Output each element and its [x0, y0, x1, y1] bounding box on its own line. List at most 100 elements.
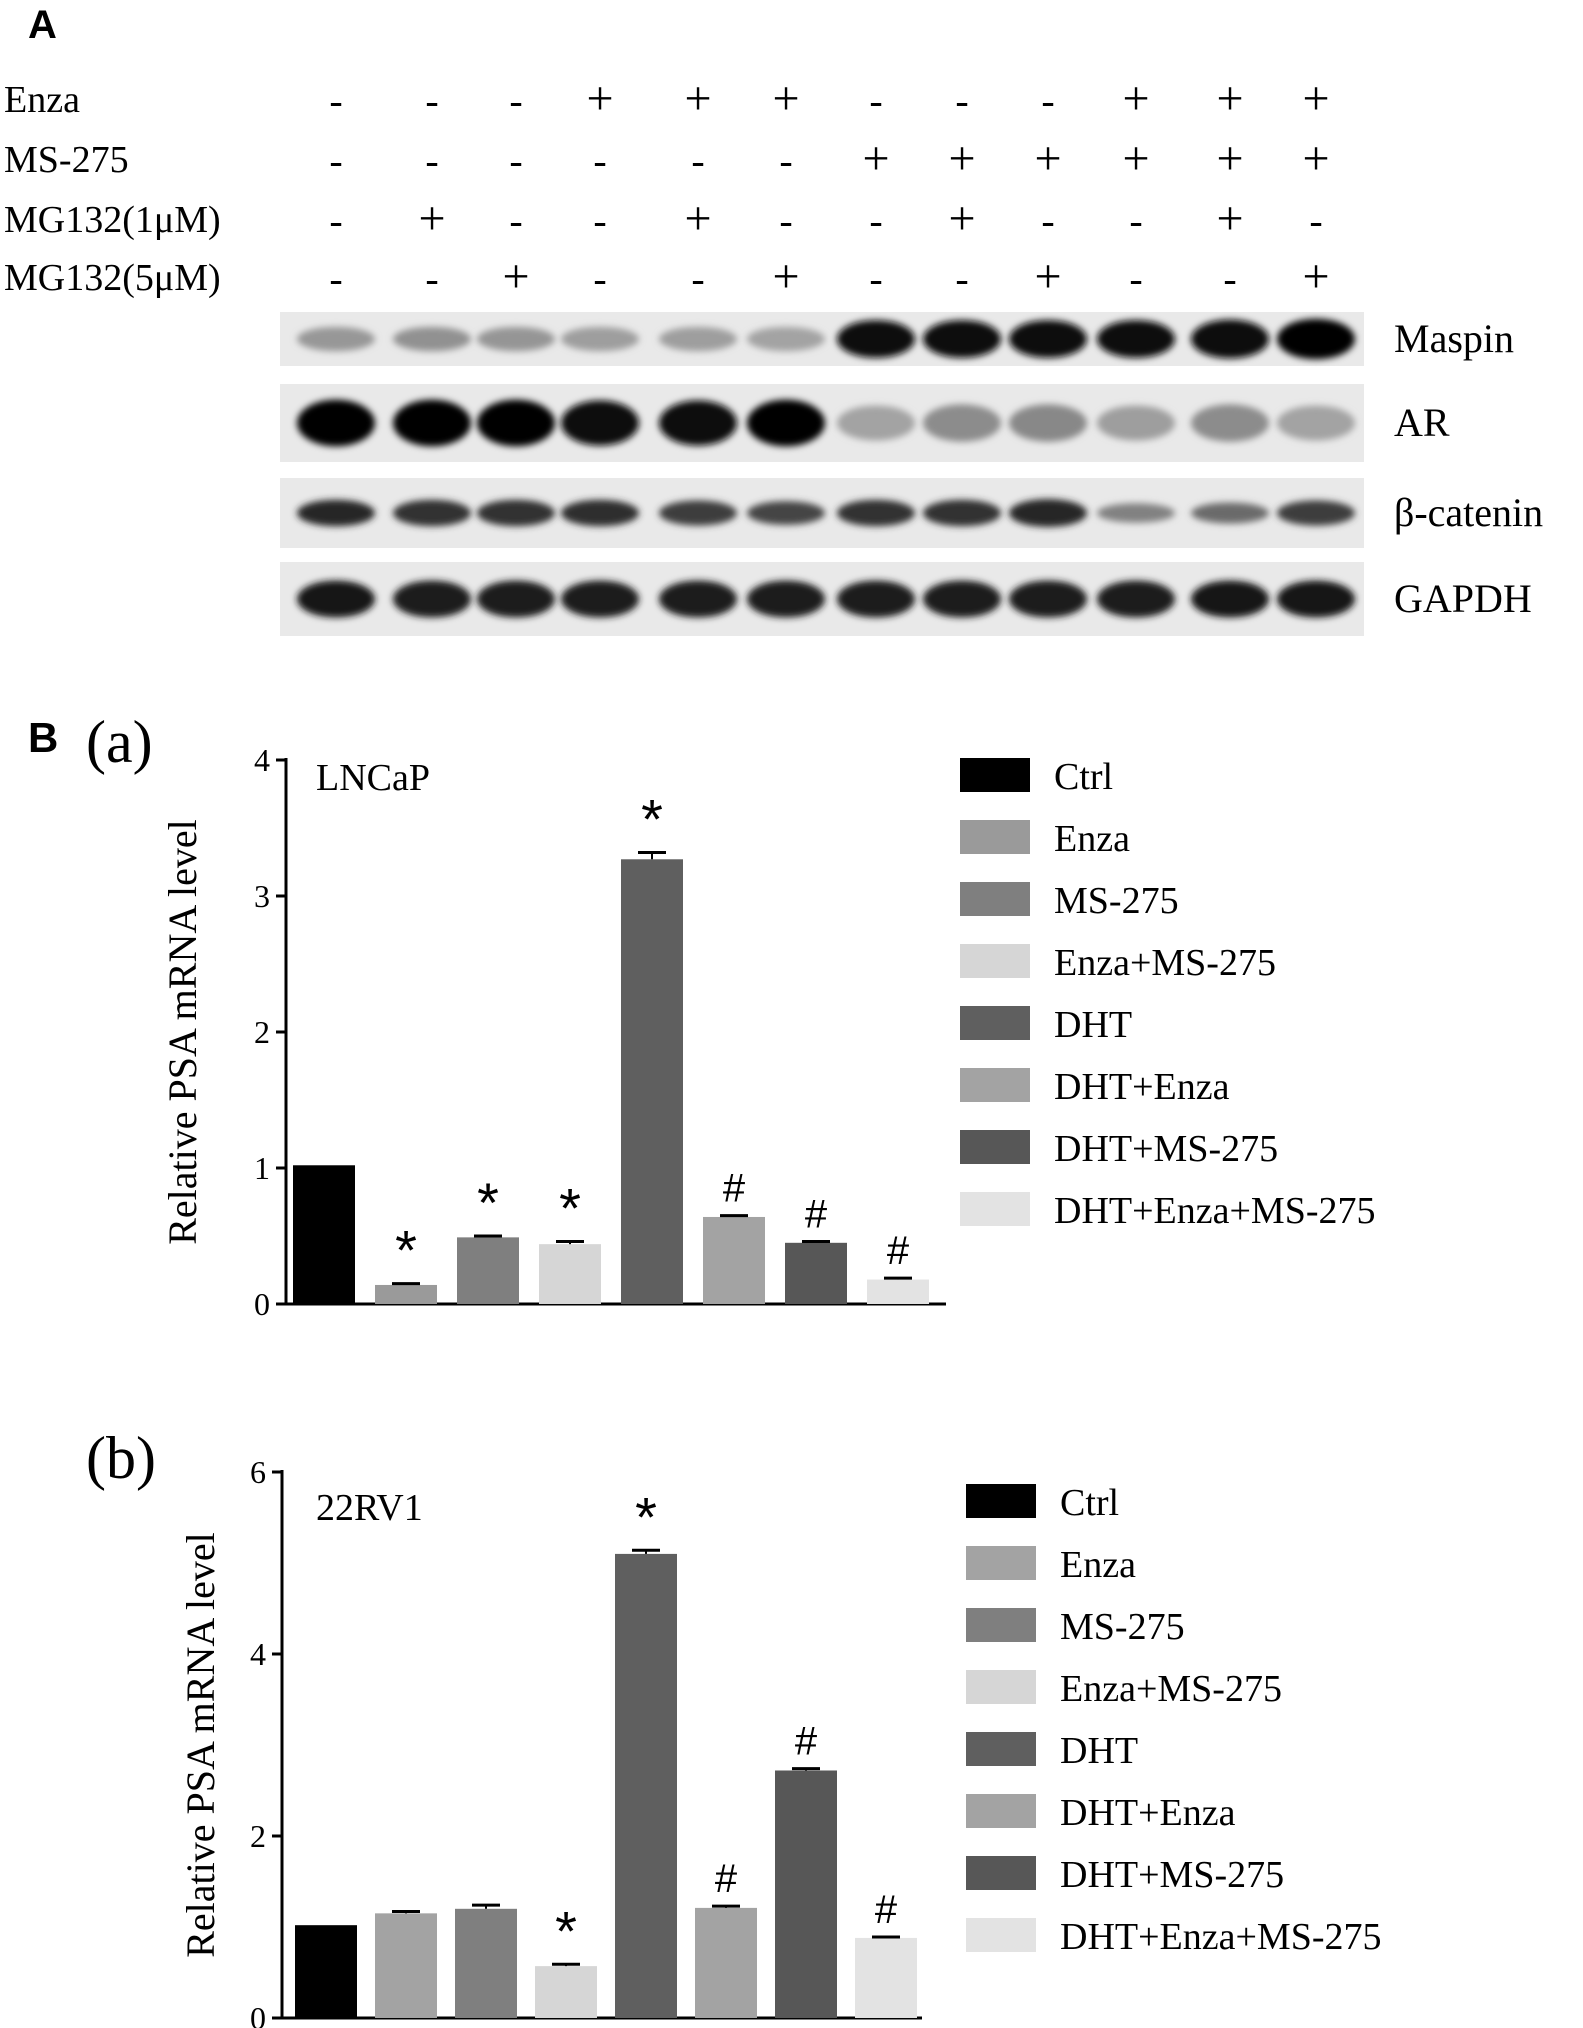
blot-band	[1277, 500, 1355, 526]
y-tick-label: 0	[254, 1286, 270, 1322]
blot-band	[1009, 499, 1087, 527]
treatment-plus-sign: +	[1122, 132, 1149, 185]
treatment-plus-sign: +	[948, 192, 975, 245]
bar-dht	[615, 1553, 677, 2018]
blot-label: Maspin	[1394, 316, 1514, 361]
treatment-plus-sign: +	[862, 132, 889, 185]
blot-band	[659, 400, 737, 446]
treatment-matrix: Enza - - - + + + - - - + + + MS-275 - - - - - - + + + + + + MG132(…	[4, 72, 1330, 303]
bar-dht-enza	[695, 1907, 757, 2018]
blot-band	[477, 580, 555, 618]
y-tick-label: 4	[254, 742, 270, 778]
legend-label: DHT+Enza+MS-275	[1060, 1916, 1381, 1958]
blot-band	[659, 500, 737, 526]
treatment-minus-sign: -	[329, 256, 342, 301]
blot-band	[659, 580, 737, 618]
legend-label: DHT+Enza	[1060, 1792, 1236, 1834]
blot-band	[297, 399, 375, 447]
legend-swatch	[960, 758, 1030, 792]
treatment-minus-sign: -	[1041, 78, 1054, 123]
treatment-plus-sign: +	[586, 72, 613, 125]
blot-band	[297, 580, 375, 618]
significance-hash: #	[795, 1720, 818, 1764]
treatment-minus-sign: -	[593, 256, 606, 301]
significance-hash: #	[875, 1888, 898, 1932]
legend-swatch	[966, 1670, 1036, 1704]
treatment-plus-sign: +	[948, 132, 975, 185]
blot-band	[393, 580, 471, 618]
legend-swatch	[966, 1732, 1036, 1766]
significance-star: *	[641, 787, 663, 850]
bar-enza	[375, 1284, 437, 1304]
treatment-plus-sign: +	[1216, 192, 1243, 245]
blot-band	[923, 499, 1001, 527]
legend-label: Enza	[1060, 1544, 1136, 1586]
treatment-label: MS-275	[4, 139, 129, 181]
blot-band	[393, 399, 471, 447]
legend-label: DHT+Enza	[1054, 1066, 1230, 1108]
significance-hash: #	[723, 1167, 746, 1211]
legend-label: DHT+MS-275	[1060, 1854, 1284, 1896]
treatment-minus-sign: -	[869, 78, 882, 123]
blot-band	[393, 326, 471, 352]
treatment-plus-sign: +	[1302, 72, 1329, 125]
legend-swatch	[966, 1608, 1036, 1642]
treatment-plus-sign: +	[1302, 250, 1329, 303]
y-tick-label: 2	[254, 1014, 270, 1050]
treatment-plus-sign: +	[772, 72, 799, 125]
significance-hash: #	[715, 1857, 738, 1901]
y-axis-title: Relative PSA mRNA level	[178, 1532, 223, 1958]
bar-ms-275	[455, 1908, 517, 2018]
blot-band	[923, 320, 1001, 358]
blot-band	[747, 326, 825, 352]
legend-swatch	[960, 1006, 1030, 1040]
blot-label: GAPDH	[1394, 576, 1532, 621]
bar-ctrl	[295, 1925, 357, 2018]
blot-band	[561, 400, 639, 446]
bar-enza	[375, 1913, 437, 2018]
panel-label: (a)	[86, 709, 153, 775]
legend-label: Enza+MS-275	[1060, 1668, 1282, 1710]
treatment-minus-sign: -	[869, 198, 882, 243]
treatment-minus-sign: -	[593, 198, 606, 243]
blot-band	[747, 580, 825, 618]
treatment-plus-sign: +	[418, 192, 445, 245]
cell-line-label: 22RV1	[316, 1487, 423, 1529]
blot-band	[1097, 320, 1175, 358]
treatment-minus-sign: -	[329, 78, 342, 123]
legend-swatch	[960, 820, 1030, 854]
legend-swatch	[960, 1192, 1030, 1226]
blot-band	[477, 326, 555, 352]
treatment-plus-sign: +	[684, 72, 711, 125]
treatment-minus-sign: -	[509, 138, 522, 183]
blot-band	[1191, 502, 1269, 524]
blot-band	[1277, 318, 1355, 360]
legend-label: Ctrl	[1060, 1482, 1119, 1524]
blot-band	[1191, 580, 1269, 618]
treatment-minus-sign: -	[691, 256, 704, 301]
blot-band	[1277, 405, 1355, 441]
treatment-minus-sign: -	[593, 138, 606, 183]
treatment-minus-sign: -	[779, 138, 792, 183]
legend-label: DHT+Enza+MS-275	[1054, 1190, 1375, 1232]
treatment-plus-sign: +	[1122, 72, 1149, 125]
treatment-plus-sign: +	[684, 192, 711, 245]
panel-label: (b)	[86, 1425, 156, 1491]
legend-label: Enza+MS-275	[1054, 942, 1276, 984]
blot-band	[477, 399, 555, 447]
treatment-minus-sign: -	[425, 256, 438, 301]
significance-hash: #	[887, 1229, 910, 1273]
treatment-plus-sign: +	[1034, 132, 1061, 185]
legend-swatch	[966, 1856, 1036, 1890]
y-tick-label: 1	[254, 1150, 270, 1186]
significance-hash: #	[805, 1192, 828, 1236]
y-tick-label: 0	[250, 2000, 266, 2028]
legend-label: DHT	[1054, 1004, 1132, 1046]
treatment-minus-sign: -	[329, 198, 342, 243]
bar-enza-ms-275	[535, 1966, 597, 2018]
blot-band	[1191, 404, 1269, 442]
treatment-plus-sign: +	[502, 250, 529, 303]
blot-label: AR	[1394, 400, 1450, 445]
bar-dht-enza-ms-275	[867, 1279, 929, 1304]
